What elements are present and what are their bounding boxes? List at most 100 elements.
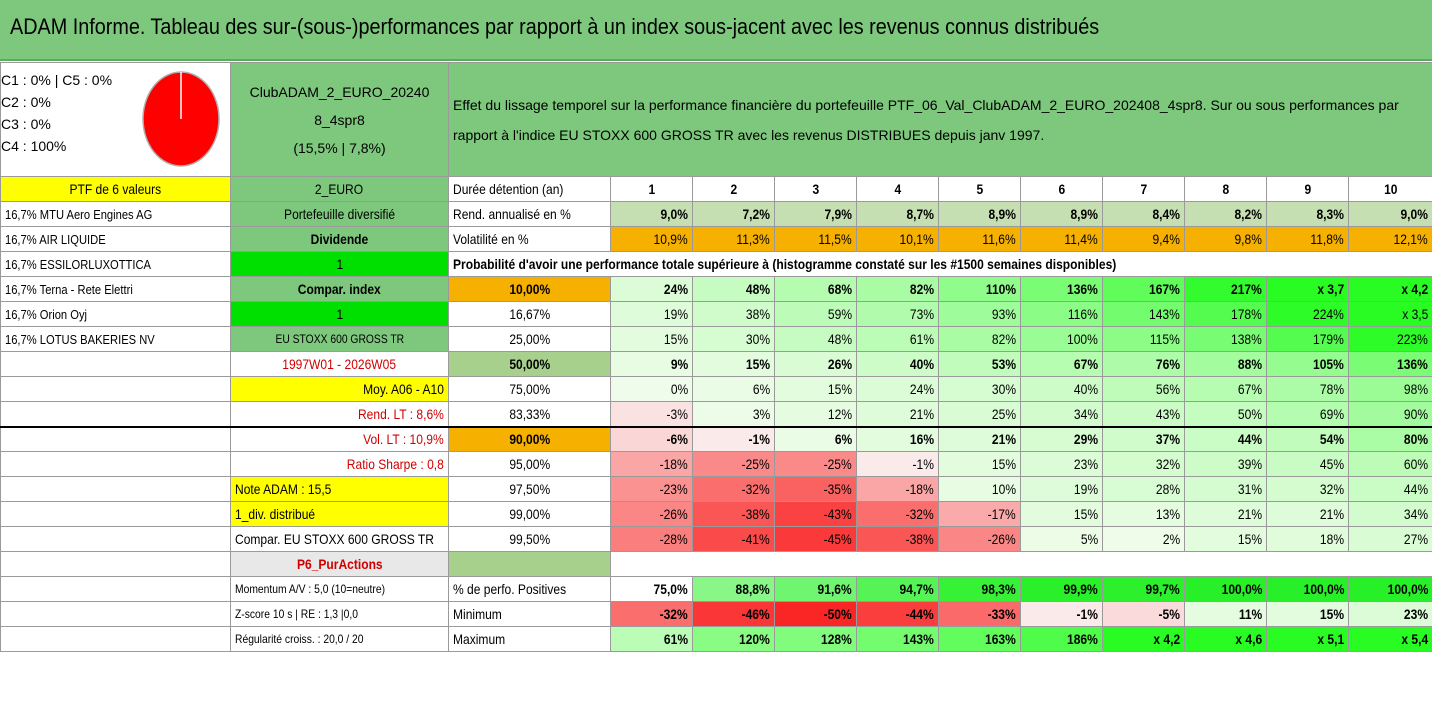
- indicator-cell: Momentum A/V : 5,0 (10=neutre): [230, 576, 449, 602]
- probability-value: 100%: [1020, 326, 1103, 352]
- stats-value: -33%: [938, 601, 1021, 627]
- indicator-cell: Vol. LT : 10,9%: [230, 425, 449, 452]
- probability-value: 82%: [856, 276, 939, 302]
- probability-value: 61%: [856, 326, 939, 352]
- stats-value: 120%: [692, 626, 775, 652]
- stats-value-text: 75,0%: [653, 581, 688, 597]
- empty-cell: [0, 601, 231, 627]
- probability-value-text: 12%: [827, 405, 852, 422]
- holding-name: 16,7% AIR LIQUIDE: [0, 226, 231, 252]
- probability-value-text: 15%: [991, 456, 1016, 472]
- year-header-text: 5: [976, 181, 983, 197]
- return-value: 8,4%: [1102, 201, 1185, 227]
- year-header: 7: [1102, 176, 1185, 202]
- volatility-value: 11,6%: [938, 226, 1021, 252]
- probability-value: 38%: [692, 301, 775, 327]
- stats-value: 98,3%: [938, 576, 1021, 602]
- stats-label: Maximum: [448, 626, 611, 652]
- threshold-pct: 99,00%: [448, 501, 611, 527]
- volatility-value: 11,5%: [774, 226, 857, 252]
- probability-value: 15%: [938, 451, 1021, 477]
- probability-value: 30%: [938, 376, 1021, 402]
- probability-value-text: -18%: [659, 456, 688, 472]
- probability-value-text: 5%: [1080, 531, 1098, 547]
- probability-value-text: -26%: [987, 531, 1016, 547]
- stats-value-text: 163%: [985, 631, 1016, 647]
- indicator-cell-text: Compar. index: [298, 281, 381, 297]
- probability-value: 98%: [1347, 376, 1432, 402]
- probability-value-text: 68%: [827, 281, 852, 297]
- probability-value-text: 15%: [663, 331, 688, 347]
- table-row: 16,7% ESSILORLUXOTTICA 1 Probabilité d'avo…: [0, 251, 1432, 277]
- probability-value: 138%: [1184, 326, 1267, 352]
- stats-value-text: x 4,6: [1235, 631, 1262, 647]
- threshold-pct: 50,00%: [448, 351, 611, 377]
- probability-value: 179%: [1266, 326, 1349, 352]
- probability-value-text: 0%: [670, 381, 688, 397]
- probability-value-text: 82%: [991, 331, 1016, 347]
- probability-value-text: x 3,7: [1317, 281, 1344, 297]
- report-description: Effet du lissage temporel sur la perform…: [447, 62, 1432, 177]
- probability-value: 59%: [774, 301, 857, 327]
- volatility-value: 10,9%: [610, 226, 693, 252]
- stats-value: -1%: [1020, 601, 1103, 627]
- stats-value: 15%: [1266, 601, 1349, 627]
- probability-value: 90%: [1347, 401, 1432, 427]
- probability-value: 23%: [1020, 451, 1103, 477]
- stats-value: -5%: [1102, 601, 1185, 627]
- stats-value: -46%: [692, 601, 775, 627]
- indicator-cell-text: Régularité croiss. : 20,0 / 20: [235, 632, 364, 646]
- stats-value: 75,0%: [610, 576, 693, 602]
- probability-value: 26%: [774, 351, 857, 377]
- probability-value-text: 15%: [745, 356, 770, 372]
- empty-cell: [0, 576, 231, 602]
- indicator-cell-text: 1997W01 - 2026W05: [282, 356, 397, 372]
- threshold-pct: 75,00%: [448, 376, 611, 402]
- probability-value-text: 34%: [1073, 405, 1098, 422]
- probability-value-text: 28%: [1155, 481, 1180, 497]
- probability-value-text: 2%: [1162, 531, 1180, 547]
- probability-value: 32%: [1102, 451, 1185, 477]
- probability-value: -45%: [774, 526, 857, 552]
- probability-value: -35%: [774, 476, 857, 502]
- probability-value-text: 21%: [991, 431, 1016, 448]
- probability-value-text: 53%: [991, 356, 1016, 372]
- probability-value-text: 40%: [909, 356, 934, 372]
- return-value-text: 9,0%: [1400, 206, 1429, 222]
- probability-value: -43%: [774, 501, 857, 527]
- probability-value-text: 21%: [1237, 506, 1262, 522]
- stats-value-text: -32%: [659, 606, 688, 622]
- stats-value: 128%: [774, 626, 857, 652]
- year-header: 9: [1266, 176, 1349, 202]
- return-value-text: 8,3%: [1316, 206, 1344, 222]
- probability-value-text: 76%: [1155, 356, 1180, 372]
- probability-value: 78%: [1266, 376, 1349, 402]
- probability-value-text: -28%: [659, 531, 688, 547]
- stats-value: x 5,1: [1266, 626, 1349, 652]
- fund-name-line: 8_4spr8: [314, 111, 365, 128]
- empty-cell: [1267, 252, 1432, 277]
- probability-row: Moy. A06 - A10 75,00% 0% 6% 15% 24% 30% 40% 56% 6…: [0, 376, 1432, 402]
- probability-value: 21%: [856, 401, 939, 427]
- probability-value: 13%: [1102, 501, 1185, 527]
- probability-value-text: -23%: [659, 481, 688, 497]
- stats-value: 11%: [1184, 601, 1267, 627]
- holding-name-text: 16,7% MTU Aero Engines AG: [5, 206, 153, 222]
- volatility-value-text: 11,4%: [1064, 231, 1098, 247]
- threshold-pct: 95,00%: [448, 451, 611, 477]
- probability-value-text: 32%: [1155, 456, 1180, 472]
- stats-value-text: 99,7%: [1145, 581, 1180, 597]
- threshold-pct: 99,50%: [448, 526, 611, 552]
- probability-value-text: 93%: [991, 306, 1016, 322]
- probability-value: 34%: [1347, 501, 1432, 527]
- probability-value: 24%: [610, 276, 693, 302]
- probability-value: -25%: [692, 451, 775, 477]
- threshold-pct-text: 83,33%: [509, 405, 550, 422]
- allocation-legend: C1 : 0% | C5 : 0% C2 : 0% C3 : 0% C4 : 1…: [2, 69, 113, 157]
- probability-value: 6%: [774, 425, 857, 452]
- probability-row: Note ADAM : 15,5 97,50% -23% -32% -35% -18% 10…: [0, 476, 1432, 502]
- probability-value: -26%: [610, 501, 693, 527]
- probability-value: 48%: [692, 276, 775, 302]
- volatility-value: 11,4%: [1020, 226, 1103, 252]
- probability-value: 136%: [1347, 351, 1432, 377]
